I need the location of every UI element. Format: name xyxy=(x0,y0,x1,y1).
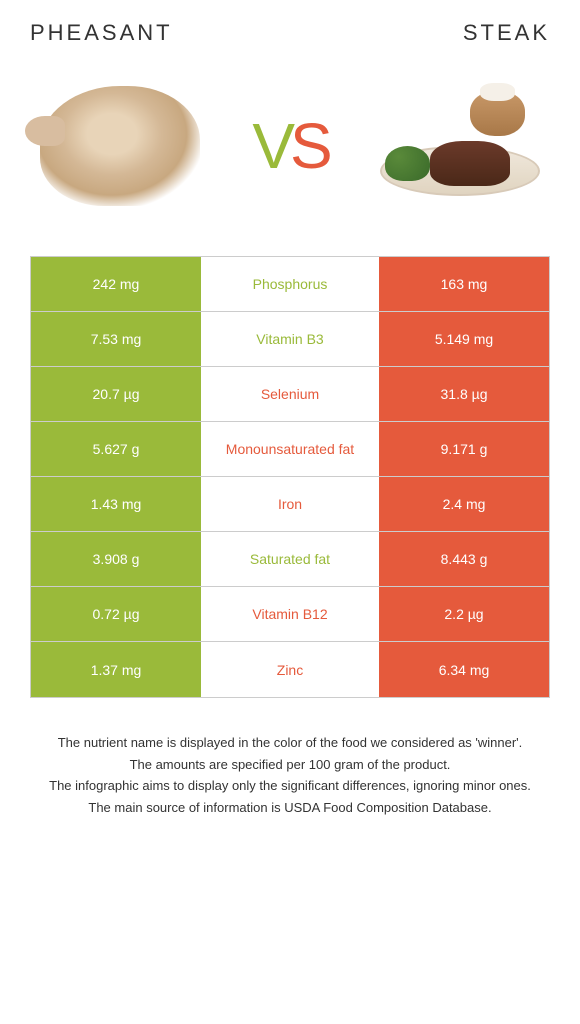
nutrient-label: Iron xyxy=(201,477,379,531)
nutrient-label: Phosphorus xyxy=(201,257,379,311)
nutrient-label: Monounsaturated fat xyxy=(201,422,379,476)
value-left: 0.72 µg xyxy=(31,587,201,641)
footer-notes: The nutrient name is displayed in the co… xyxy=(30,733,550,817)
header: Pheasant Steak xyxy=(30,20,550,46)
steak-image xyxy=(370,76,550,216)
value-left: 3.908 g xyxy=(31,532,201,586)
value-right: 9.171 g xyxy=(379,422,549,476)
value-right: 6.34 mg xyxy=(379,642,549,697)
value-right: 163 mg xyxy=(379,257,549,311)
table-row: 0.72 µgVitamin B122.2 µg xyxy=(31,587,549,642)
table-row: 5.627 gMonounsaturated fat9.171 g xyxy=(31,422,549,477)
table-row: 20.7 µgSelenium31.8 µg xyxy=(31,367,549,422)
footer-line: The main source of information is USDA F… xyxy=(30,798,550,818)
vs-v: V xyxy=(252,110,290,182)
table-row: 242 mgPhosphorus163 mg xyxy=(31,257,549,312)
value-left: 1.37 mg xyxy=(31,642,201,697)
title-right: Steak xyxy=(463,20,550,46)
images-row: VS xyxy=(30,66,550,226)
footer-line: The nutrient name is displayed in the co… xyxy=(30,733,550,753)
title-left: Pheasant xyxy=(30,20,173,46)
table-row: 3.908 gSaturated fat8.443 g xyxy=(31,532,549,587)
value-left: 242 mg xyxy=(31,257,201,311)
value-right: 5.149 mg xyxy=(379,312,549,366)
value-left: 7.53 mg xyxy=(31,312,201,366)
value-left: 20.7 µg xyxy=(31,367,201,421)
pheasant-image xyxy=(30,76,210,216)
table-row: 1.43 mgIron2.4 mg xyxy=(31,477,549,532)
value-left: 5.627 g xyxy=(31,422,201,476)
nutrient-table: 242 mgPhosphorus163 mg7.53 mgVitamin B35… xyxy=(30,256,550,698)
footer-line: The amounts are specified per 100 gram o… xyxy=(30,755,550,775)
value-right: 2.4 mg xyxy=(379,477,549,531)
value-right: 8.443 g xyxy=(379,532,549,586)
nutrient-label: Selenium xyxy=(201,367,379,421)
table-row: 1.37 mgZinc6.34 mg xyxy=(31,642,549,697)
value-right: 2.2 µg xyxy=(379,587,549,641)
footer-line: The infographic aims to display only the… xyxy=(30,776,550,796)
nutrient-label: Vitamin B3 xyxy=(201,312,379,366)
value-left: 1.43 mg xyxy=(31,477,201,531)
vs-s: S xyxy=(290,110,328,182)
nutrient-label: Zinc xyxy=(201,642,379,697)
table-row: 7.53 mgVitamin B35.149 mg xyxy=(31,312,549,367)
nutrient-label: Saturated fat xyxy=(201,532,379,586)
value-right: 31.8 µg xyxy=(379,367,549,421)
nutrient-label: Vitamin B12 xyxy=(201,587,379,641)
vs-label: VS xyxy=(252,109,327,183)
